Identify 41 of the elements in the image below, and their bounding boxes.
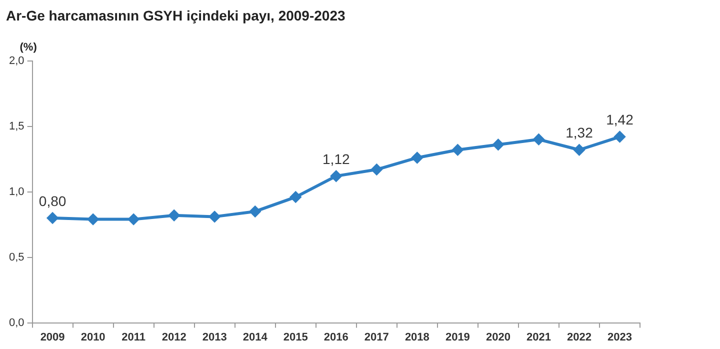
y-axis-title: (%) xyxy=(20,41,38,54)
x-tick-label: 2012 xyxy=(162,331,186,344)
point xyxy=(452,144,464,156)
x-tick-label: 2023 xyxy=(608,331,632,344)
x-tick-label: 2015 xyxy=(283,331,308,344)
y-tick-label: 2,0 xyxy=(8,54,24,67)
point xyxy=(290,192,302,203)
x-tick-label: 2010 xyxy=(80,331,106,344)
point xyxy=(371,164,382,176)
point xyxy=(492,139,504,150)
data-label: 0,80 xyxy=(38,192,66,209)
y-tick-label: 0,0 xyxy=(8,316,24,329)
x-tick-label: 2013 xyxy=(202,331,227,344)
y-tick-label: 1,0 xyxy=(8,186,24,198)
point xyxy=(330,170,342,182)
point xyxy=(574,144,585,156)
chart-title: Ar-Ge harcamasının GSYH içindeki payı, 2009-2023 xyxy=(6,7,346,24)
x-tick-label: 2019 xyxy=(445,331,470,344)
data-label: 1,12 xyxy=(322,150,350,167)
x-tick-label: 2011 xyxy=(122,331,146,344)
x-tick-label: 2017 xyxy=(364,331,389,344)
data-label: 1,42 xyxy=(606,112,634,128)
y-tick-label: 1,5 xyxy=(8,120,24,132)
point xyxy=(47,212,58,224)
x-tick-label: 2009 xyxy=(40,331,65,344)
point xyxy=(412,152,423,164)
point xyxy=(533,134,544,145)
x-tick-label: 2021 xyxy=(526,331,551,344)
point xyxy=(88,214,99,225)
point xyxy=(250,206,261,217)
data-label: 1,32 xyxy=(566,124,594,141)
point xyxy=(614,131,626,142)
x-tick-label: 2016 xyxy=(324,331,348,344)
x-tick-label: 2018 xyxy=(404,331,430,344)
point xyxy=(209,211,220,222)
y-tick-label: 0,5 xyxy=(8,251,24,264)
x-tick-label: 2022 xyxy=(566,331,592,344)
point xyxy=(168,210,180,221)
x-tick-label: 2020 xyxy=(486,331,510,344)
x-tick-label: 2014 xyxy=(242,331,268,344)
point xyxy=(128,214,140,225)
